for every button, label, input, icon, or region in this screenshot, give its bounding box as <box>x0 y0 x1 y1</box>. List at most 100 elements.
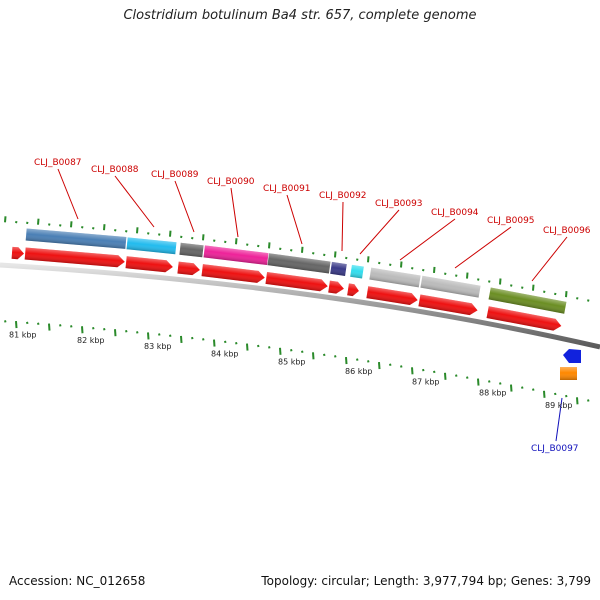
callout-line <box>230 187 239 238</box>
tick-mark <box>279 347 282 355</box>
gene-label-clj_b0092[interactable]: CLJ_B0092 <box>319 191 367 201</box>
gene-label-clj_b0095[interactable]: CLJ_B0095 <box>487 216 535 226</box>
gene-bar-clj_b0087[interactable] <box>25 228 127 249</box>
gene-bar-shade <box>203 245 269 266</box>
axis-label: 82 kbp <box>77 336 105 345</box>
tick-mark <box>455 374 458 377</box>
tick-mark <box>125 230 128 233</box>
axis-label: 86 kbp <box>345 367 373 376</box>
gene-bar-shade <box>179 242 204 258</box>
gene-bar-clj_b0093[interactable] <box>350 264 364 279</box>
tick-mark <box>169 334 172 337</box>
cds-arrow[interactable] <box>347 283 360 297</box>
tick-mark <box>257 244 260 248</box>
tick-mark <box>532 284 535 291</box>
gene-label-clj_b0087[interactable]: CLJ_B0087 <box>34 158 82 168</box>
tick-mark <box>246 243 249 246</box>
tick-mark <box>70 325 73 328</box>
gene-feature-bars[interactable] <box>25 228 567 314</box>
gene-label-clj_b0094[interactable]: CLJ_B0094 <box>431 208 479 218</box>
tick-mark <box>59 324 62 327</box>
callout-line <box>399 218 456 261</box>
gene-bar-shade <box>267 253 331 274</box>
tick-mark <box>411 267 414 270</box>
cds-arrow-shade <box>265 271 328 292</box>
tick-mark <box>356 258 359 261</box>
tick-mark <box>257 344 260 348</box>
cds-arrow[interactable] <box>265 271 328 292</box>
gene-bar-clj_b0094[interactable] <box>369 267 421 288</box>
cds-arrow[interactable] <box>418 294 478 316</box>
tick-mark <box>180 235 183 239</box>
gene-label-clj_b0089[interactable]: CLJ_B0089 <box>151 170 199 180</box>
cds-arrow[interactable] <box>486 306 563 332</box>
tick-mark <box>367 256 370 263</box>
cds-arrow-shade <box>486 306 562 331</box>
gene-bar-shade <box>369 267 421 288</box>
gene-label-clj_b0096[interactable]: CLJ_B0096 <box>543 226 591 236</box>
accession-label: Accession: NC_012658 <box>9 574 146 588</box>
cds-arrow-shade <box>125 256 173 273</box>
gene-bar-clj_b0096[interactable] <box>488 287 567 314</box>
tick-mark <box>543 290 546 294</box>
cds-arrow[interactable] <box>11 246 25 260</box>
cds-arrow-shade <box>418 294 478 316</box>
tick-mark <box>290 349 293 352</box>
tick-mark <box>235 341 238 345</box>
gene-bar-clj_b0095[interactable] <box>420 275 481 298</box>
gene-bar-clj_b0091[interactable] <box>267 253 331 274</box>
tick-mark <box>312 352 315 360</box>
gene-bar-shade <box>560 367 577 380</box>
gene-labels[interactable]: CLJ_B0087 CLJ_B0088 CLJ_B0089 CLJ_B0090 CLJ_… <box>34 158 591 454</box>
cds-arrow[interactable] <box>201 264 266 283</box>
cds-arrow[interactable] <box>125 256 174 273</box>
tick-mark <box>37 218 40 225</box>
tick-mark <box>279 247 282 251</box>
gene-label-clj_b0091[interactable]: CLJ_B0091 <box>263 184 311 194</box>
gene-bar-clj_b0089[interactable] <box>179 242 204 258</box>
tick-mark <box>345 256 348 260</box>
tick-mark <box>158 333 161 336</box>
reverse-cds-arrow[interactable] <box>563 349 581 363</box>
tick-mark <box>224 340 227 344</box>
callout-line <box>341 201 344 252</box>
tick-mark <box>323 353 326 357</box>
cds-arrows[interactable] <box>11 246 563 332</box>
tick-mark <box>334 251 337 258</box>
tick-mark <box>125 330 128 333</box>
reverse-strand-features[interactable] <box>560 349 581 380</box>
tick-mark <box>213 239 216 242</box>
gene-bar-clj_b0088[interactable] <box>126 237 177 255</box>
gene-bar-clj_b0090[interactable] <box>203 245 269 266</box>
cds-arrow[interactable] <box>177 261 200 276</box>
cds-arrow[interactable] <box>328 280 345 295</box>
gene-label-clj_b0088[interactable]: CLJ_B0088 <box>91 165 139 175</box>
gene-bar-shade <box>330 261 347 276</box>
gene-bar-shade <box>488 287 567 314</box>
tick-mark <box>477 278 480 281</box>
gene-bar-shade <box>25 228 127 249</box>
tick-mark <box>4 216 7 223</box>
tick-mark <box>147 232 150 235</box>
tick-mark <box>312 252 315 255</box>
tick-mark <box>136 331 139 334</box>
tick-mark <box>81 226 84 229</box>
cds-arrow-shade <box>11 246 24 260</box>
tick-mark <box>59 224 62 227</box>
axis-label: 84 kbp <box>211 349 239 358</box>
tick-mark <box>499 278 502 285</box>
lower-tick-ring <box>4 320 590 405</box>
tick-mark <box>268 242 271 249</box>
tick-mark <box>466 376 469 379</box>
tick-mark <box>191 336 194 340</box>
gene-bar-clj_b0092[interactable] <box>330 261 347 276</box>
callout-line <box>286 194 303 245</box>
gene-label-clj_b0097[interactable]: CLJ_B0097 <box>531 444 579 454</box>
gene-label-clj_b0090[interactable]: CLJ_B0090 <box>207 177 255 187</box>
cds-arrow[interactable] <box>366 286 418 306</box>
tick-mark <box>521 286 524 289</box>
cds-arrow[interactable] <box>24 247 126 268</box>
cds-arrow-shade <box>201 264 265 283</box>
gene-label-clj_b0093[interactable]: CLJ_B0093 <box>375 199 423 209</box>
